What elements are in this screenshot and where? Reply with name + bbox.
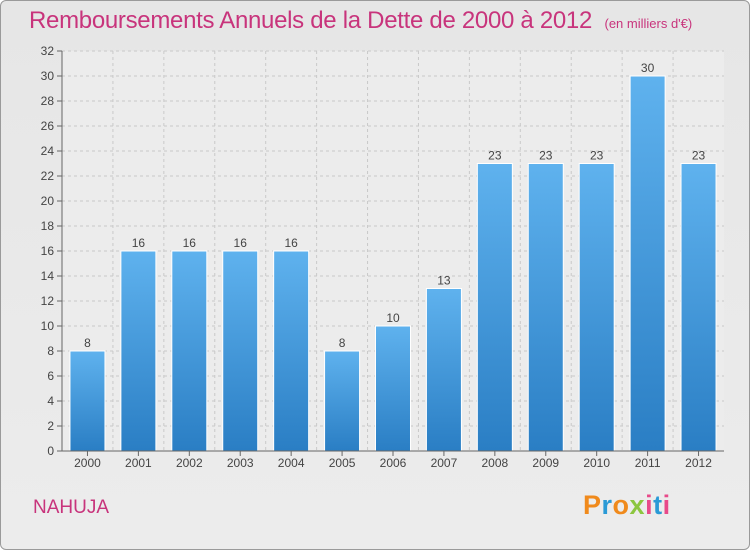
y-tick-label: 10 — [41, 319, 55, 333]
bar-value-label: 16 — [183, 236, 197, 250]
y-tick-label: 32 — [41, 44, 55, 58]
x-tick-label: 2009 — [532, 456, 559, 470]
bar-2008 — [476, 163, 513, 452]
bar-value-label: 8 — [339, 336, 346, 350]
bar-2004 — [273, 250, 310, 452]
bar-value-label: 23 — [488, 149, 502, 163]
bar-2001 — [120, 250, 157, 452]
bar-value-label: 16 — [284, 236, 298, 250]
x-tick-label: 2000 — [74, 456, 101, 470]
y-tick-label: 8 — [47, 344, 54, 358]
bar-value-label: 23 — [692, 149, 706, 163]
y-tick-label: 14 — [41, 269, 55, 283]
bar-value-label: 16 — [234, 236, 248, 250]
logo-letter: t — [653, 490, 663, 520]
chart-title: Remboursements Annuels de la Dette de 20… — [29, 7, 593, 34]
y-tick-label: 20 — [41, 194, 55, 208]
y-tick-label: 28 — [41, 94, 55, 108]
bar-value-label: 30 — [641, 61, 655, 75]
commune-name: NAHUJA — [33, 497, 110, 518]
bar-value-label: 13 — [437, 274, 451, 288]
logo-letter: i — [645, 490, 654, 520]
bar-2005 — [324, 350, 361, 452]
y-tick-label: 18 — [41, 219, 55, 233]
x-tick-label: 2012 — [685, 456, 712, 470]
x-tick-label: 2007 — [431, 456, 458, 470]
x-tick-label: 2008 — [481, 456, 508, 470]
bar-2003 — [222, 250, 259, 452]
x-tick-label: 2002 — [176, 456, 203, 470]
y-tick-label: 26 — [41, 119, 55, 133]
bar-2011 — [629, 75, 666, 452]
x-tick-label: 2010 — [583, 456, 610, 470]
y-tick-label: 12 — [41, 294, 55, 308]
bars: 8 16 16 16 16 8 10 13 23 23 23 30 23 — [69, 61, 717, 452]
bar-2009 — [527, 163, 564, 452]
y-tick-label: 0 — [47, 444, 54, 458]
y-tick-label: 30 — [41, 69, 55, 83]
logo-letter: P — [583, 490, 602, 520]
bar-2002 — [171, 250, 208, 452]
y-tick-label: 4 — [47, 394, 54, 408]
proxiti-logo: Proxiti — [583, 490, 671, 521]
y-tick-label: 24 — [41, 144, 55, 158]
logo-letter: i — [662, 490, 671, 520]
y-tick-label: 22 — [41, 169, 55, 183]
bar-2012 — [680, 163, 717, 452]
logo-letter: x — [629, 490, 646, 520]
bar-2010 — [578, 163, 615, 452]
chart-unit-subtitle: (en milliers d'€) — [604, 16, 693, 31]
bar-value-label: 10 — [386, 311, 400, 325]
bar-2007 — [425, 288, 462, 452]
logo-letter: o — [612, 490, 630, 520]
x-tick-label: 2006 — [380, 456, 407, 470]
bar-value-label: 23 — [539, 149, 553, 163]
bar-2000 — [69, 350, 106, 452]
bar-2006 — [375, 325, 411, 452]
x-tick-label: 2005 — [329, 456, 356, 470]
bar-value-label: 23 — [590, 149, 604, 163]
logo-letter: r — [601, 490, 613, 520]
bar-value-label: 16 — [132, 236, 146, 250]
x-tick-label: 2001 — [125, 456, 152, 470]
y-tick-label: 2 — [47, 419, 54, 433]
y-tick-label: 16 — [41, 244, 55, 258]
x-tick-label: 2011 — [635, 456, 661, 470]
bar-value-label: 8 — [84, 336, 91, 350]
x-tick-label: 2003 — [227, 456, 254, 470]
x-tick-label: 2004 — [278, 456, 305, 470]
y-tick-label: 6 — [47, 369, 54, 383]
chart-heading: Remboursements Annuels de la Dette de 20… — [29, 7, 692, 35]
